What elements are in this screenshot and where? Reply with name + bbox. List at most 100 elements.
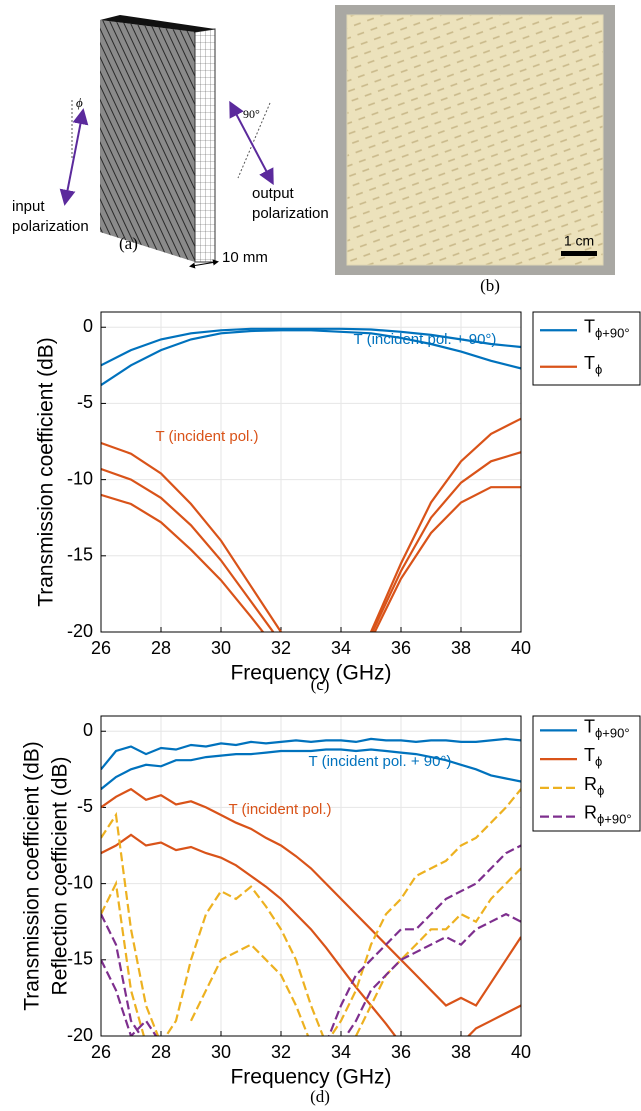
legend-label: Tϕ+90° xyxy=(584,316,630,341)
x-tick-label: 40 xyxy=(511,1042,531,1062)
thickness-label: 10 mm xyxy=(222,249,268,266)
x-tick-label: 30 xyxy=(211,1042,231,1062)
x-tick-label: 26 xyxy=(91,1042,111,1062)
input-label: polarization xyxy=(12,218,89,235)
curve xyxy=(101,327,521,367)
x-tick-label: 32 xyxy=(271,638,291,658)
legend-subscript: ϕ+90° xyxy=(597,812,632,827)
panel-a: ϕ input polarization 90° output polariza… xyxy=(12,15,329,269)
curve xyxy=(101,788,521,1036)
input-arrow xyxy=(59,108,89,206)
annotation: T (incident pol.) xyxy=(155,428,258,445)
x-tick-label: 26 xyxy=(91,638,111,658)
input-label: input xyxy=(12,198,45,215)
y-tick-label: -5 xyxy=(77,796,93,816)
legend-name: R xyxy=(584,774,597,794)
legend-box xyxy=(532,715,641,832)
legend-label: Tϕ xyxy=(584,745,602,770)
x-tick-label: 36 xyxy=(391,638,411,658)
y-tick-label: 0 xyxy=(83,316,93,336)
panel-label: (b) xyxy=(480,276,500,295)
slab-top xyxy=(100,15,215,32)
y-tick-label: -5 xyxy=(77,392,93,412)
phi-label: ϕ xyxy=(76,95,83,110)
x-tick-label: 28 xyxy=(151,1042,171,1062)
y-tick-label: -10 xyxy=(67,468,93,488)
curve xyxy=(101,912,521,1036)
x-tick-label: 38 xyxy=(451,1042,471,1062)
scale-bar xyxy=(561,251,597,256)
y-tick-label: -15 xyxy=(67,949,93,969)
x-tick-label: 34 xyxy=(331,638,351,658)
x-tick-label: 36 xyxy=(391,1042,411,1062)
curve xyxy=(101,737,521,770)
legend-subscript: ϕ+90° xyxy=(595,326,630,341)
x-tick-label: 30 xyxy=(211,638,231,658)
output-label: output xyxy=(252,185,295,202)
legend: Tϕ+90°Tϕ xyxy=(532,311,641,386)
curve xyxy=(101,867,521,1036)
legend-subscript: ϕ xyxy=(595,755,602,770)
legend-label: Tϕ xyxy=(584,353,602,378)
x-axis-label: Frequency (GHz) xyxy=(230,1066,391,1089)
panel-label: (d) xyxy=(310,1087,330,1106)
legend-box xyxy=(532,311,641,386)
legend-name: R xyxy=(584,802,597,822)
slab-side xyxy=(194,28,216,263)
y-tick-label: -20 xyxy=(67,621,93,641)
legend-label: Rϕ+90° xyxy=(584,802,632,827)
y-tick-label: -20 xyxy=(67,1025,93,1045)
legend-name: T xyxy=(584,745,595,765)
y-axis-label: Reflection coefficient (dB) xyxy=(49,757,72,996)
scale-label: 1 cm xyxy=(564,233,594,249)
x-tick-label: 34 xyxy=(331,1042,351,1062)
slab-face xyxy=(100,20,195,262)
y-tick-label: -10 xyxy=(67,872,93,892)
plot-frame xyxy=(100,311,522,633)
legend-name: T xyxy=(584,316,595,336)
legend-name: T xyxy=(584,716,595,736)
curve xyxy=(101,844,521,1036)
thickness-arrow xyxy=(189,259,219,269)
annotation: T (incident pol. + 90°) xyxy=(309,753,452,770)
curves xyxy=(101,327,521,632)
legend-name: T xyxy=(584,353,595,373)
legend-label: Rϕ xyxy=(584,774,604,799)
x-tick-label: 40 xyxy=(511,638,531,658)
sample-photo xyxy=(346,14,604,266)
x-tick-label: 38 xyxy=(451,638,471,658)
panel-label: (a) xyxy=(119,234,138,253)
curve xyxy=(101,451,521,632)
curve xyxy=(101,748,521,790)
curve xyxy=(101,833,521,1036)
annotation: T (incident pol. + 90°) xyxy=(354,331,497,348)
curve xyxy=(101,486,521,632)
output-arrow xyxy=(229,100,274,186)
x-tick-label: 32 xyxy=(271,1042,291,1062)
curve xyxy=(101,329,521,387)
curve xyxy=(101,787,521,1007)
output-label: polarization xyxy=(252,205,329,222)
x-tick-label: 28 xyxy=(151,638,171,658)
legend-label: Tϕ+90° xyxy=(584,716,630,741)
angle-label: 90° xyxy=(243,107,260,121)
y-tick-label: 0 xyxy=(83,720,93,740)
legend-subscript: ϕ xyxy=(595,362,602,377)
plot-area xyxy=(101,716,521,1036)
y-axis-label: Transmission coefficient (dB) xyxy=(21,741,44,1011)
panel-label: (c) xyxy=(311,675,330,694)
curves xyxy=(101,737,521,1036)
legend-subscript: ϕ+90° xyxy=(595,726,630,741)
plot-frame xyxy=(100,715,522,1037)
y-tick-label: -15 xyxy=(67,545,93,565)
legend-subscript: ϕ xyxy=(597,783,604,798)
y-axis-label: Transmission coefficient (dB) xyxy=(35,337,58,607)
panel-b: 1 cm (b) xyxy=(335,5,615,295)
curve xyxy=(101,417,521,632)
plot-area xyxy=(101,312,521,632)
